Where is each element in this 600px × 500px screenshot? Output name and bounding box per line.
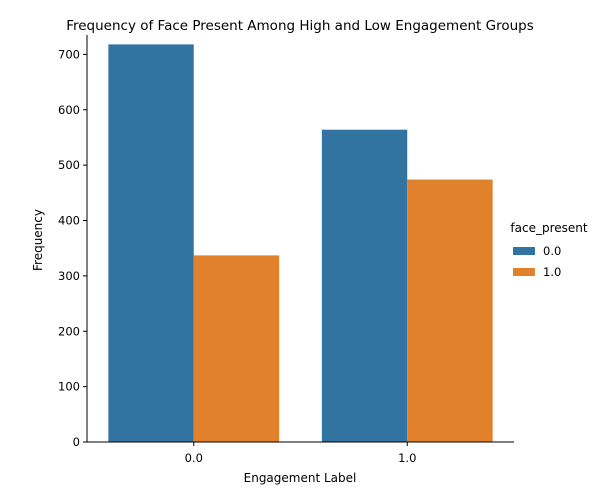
legend-title: face_present — [510, 221, 587, 235]
legend-label: 0.0 — [543, 244, 561, 258]
bar — [193, 255, 280, 442]
x-tick-label: 1.0 — [398, 451, 416, 465]
x-axis-label: Engagement Label — [244, 471, 357, 485]
bar — [108, 44, 194, 442]
y-tick-label: 0 — [73, 435, 80, 449]
y-axis-ticks: 0 100 200 300 400 500 600 700 — [58, 47, 87, 449]
legend-swatch — [513, 247, 535, 255]
y-tick-label: 600 — [58, 103, 80, 117]
bars — [108, 44, 493, 442]
y-tick-label: 200 — [58, 324, 80, 338]
chart-title: Frequency of Face Present Among High and… — [66, 18, 534, 34]
y-tick-label: 500 — [58, 158, 80, 172]
y-tick-label: 400 — [58, 214, 80, 228]
y-tick-label: 100 — [58, 380, 80, 394]
bar — [407, 179, 493, 442]
y-tick-label: 700 — [58, 47, 80, 61]
legend-items: 0.0 1.0 — [513, 244, 561, 279]
x-axis-ticks: 0.0 1.0 — [185, 442, 416, 465]
legend: face_present 0.0 1.0 — [510, 221, 587, 279]
y-axis-label: Frequency — [31, 209, 45, 271]
legend-label: 1.0 — [543, 265, 561, 279]
x-tick-label: 0.0 — [185, 451, 203, 465]
bar — [321, 129, 408, 442]
y-tick-label: 300 — [58, 269, 80, 283]
legend-swatch — [513, 268, 535, 276]
